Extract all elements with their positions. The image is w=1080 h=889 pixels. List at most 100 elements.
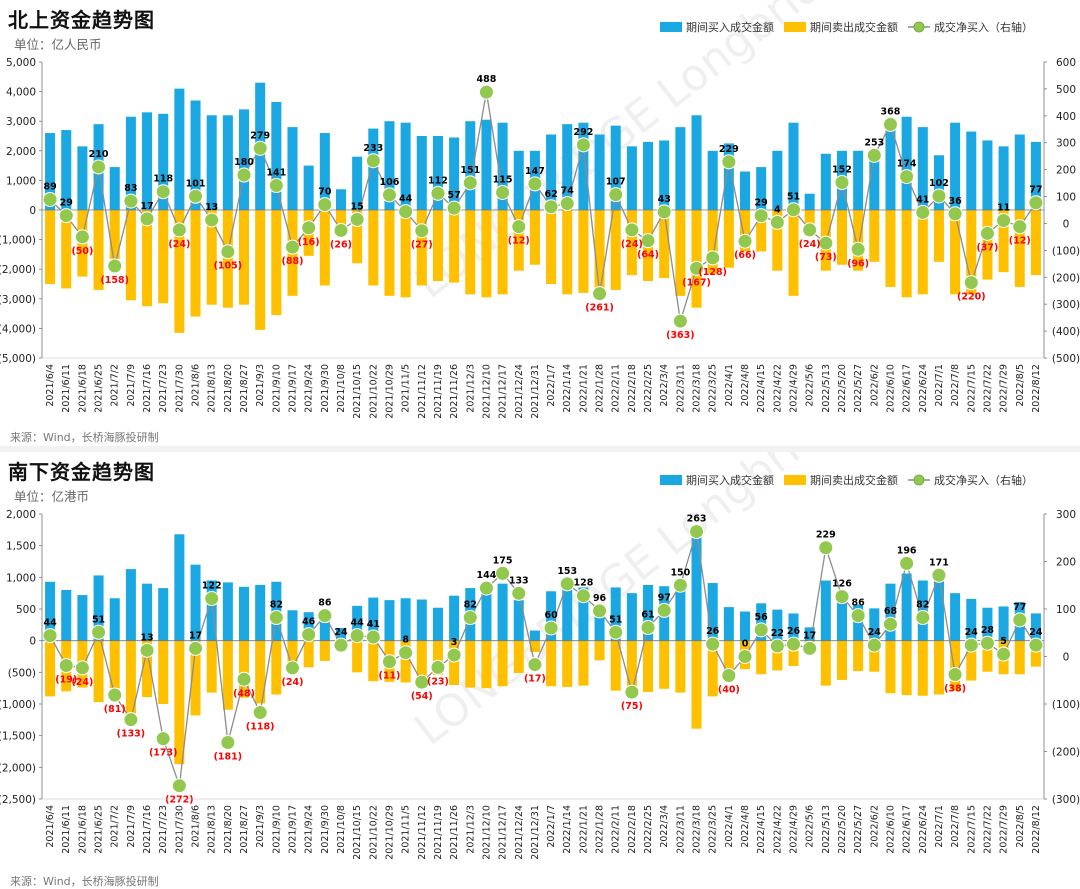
sell-bar — [626, 640, 637, 693]
net-data-label: (50) — [71, 246, 93, 257]
sell-bar — [529, 640, 540, 653]
net-data-label: 29 — [60, 198, 73, 209]
sell-bar — [432, 210, 443, 282]
net-point — [947, 206, 963, 222]
net-data-label: 51 — [787, 192, 800, 203]
net-point — [899, 555, 915, 571]
buy-bar — [723, 607, 734, 641]
y-left-tick-label: (2,000) — [0, 264, 36, 276]
legend-label: 期间卖出成交金额 — [810, 473, 898, 487]
sell-bar — [950, 640, 961, 691]
net-point — [705, 636, 721, 652]
net-point — [495, 565, 511, 581]
net-point — [818, 235, 834, 251]
buy-bar — [142, 583, 153, 641]
net-data-label: (26) — [330, 239, 352, 250]
net-data-label: 36 — [948, 196, 962, 207]
net-point — [91, 159, 107, 175]
net-data-label: 97 — [658, 592, 671, 603]
net-point — [236, 167, 252, 183]
buy-bar — [319, 615, 330, 641]
sell-bar — [271, 640, 282, 695]
y-right-tick-label: 400 — [1056, 111, 1076, 123]
sell-bar — [804, 210, 815, 225]
north-panel: 北上资金趋势图 单位：亿人民币 LONGBRIDGE LongbridgeRes… — [0, 0, 1080, 445]
net-point — [769, 214, 785, 230]
net-point — [204, 591, 220, 607]
x-tick-label: 2022/4/22 — [772, 805, 783, 854]
sell-bar — [836, 640, 847, 680]
net-data-label: (66) — [734, 250, 756, 261]
net-point — [1012, 612, 1028, 628]
buy-bar — [319, 133, 330, 210]
sell-bar — [142, 640, 153, 698]
net-data-label: 171 — [929, 557, 949, 568]
net-point — [381, 187, 397, 203]
x-tick-label: 2021/6/25 — [94, 364, 105, 413]
y-left-tick-label: 2,000 — [6, 146, 36, 158]
buy-bar — [982, 607, 993, 641]
sell-bar — [853, 210, 864, 271]
net-point — [333, 637, 349, 653]
net-point — [317, 197, 333, 213]
sell-bar — [610, 210, 621, 290]
buy-bar — [966, 598, 977, 641]
x-tick-label: 2022/1/28 — [595, 805, 606, 854]
x-tick-label: 2022/8/12 — [1031, 805, 1042, 854]
net-point — [850, 608, 866, 624]
net-point — [139, 642, 155, 658]
net-point — [899, 169, 915, 185]
buy-bar — [400, 598, 411, 641]
net-data-label: (19) — [55, 675, 77, 686]
sell-bar — [239, 640, 250, 698]
buy-bar — [691, 115, 702, 210]
x-tick-label: 2021/11/5 — [401, 805, 412, 854]
buy-bar — [174, 534, 185, 641]
net-data-label: 96 — [593, 593, 607, 604]
net-data-label: 17 — [189, 630, 202, 641]
net-point — [188, 640, 204, 656]
x-tick-label: 2022/7/1 — [934, 805, 945, 848]
net-data-label: (118) — [246, 722, 275, 733]
buy-bar — [206, 115, 217, 210]
net-point — [1012, 219, 1028, 235]
y-left-tick-label: 2,000 — [6, 509, 36, 521]
buy-bar — [190, 564, 201, 641]
buy-bar — [643, 584, 654, 641]
net-data-label: (75) — [621, 701, 643, 712]
x-tick-label: 2022/4/22 — [772, 364, 783, 413]
net-data-label: 263 — [687, 514, 707, 525]
buy-bar — [77, 595, 88, 641]
y-right-tick-label: (200) — [1052, 747, 1080, 759]
y-left-tick-label: (1,000) — [0, 699, 36, 711]
sell-bar — [707, 210, 718, 274]
sell-bar — [481, 210, 492, 298]
net-data-label: 144 — [477, 570, 497, 581]
buy-bar — [885, 122, 896, 210]
buy-bar — [723, 143, 734, 210]
net-data-label: 29 — [755, 198, 768, 209]
x-tick-label: 2022/7/22 — [982, 364, 993, 413]
buy-bar — [772, 150, 783, 210]
x-tick-label: 2021/12/10 — [481, 364, 492, 419]
net-data-label: 147 — [525, 166, 545, 177]
net-data-label: 253 — [864, 137, 884, 148]
sell-bar — [449, 210, 460, 283]
net-data-label: (81) — [104, 704, 126, 715]
sell-bar — [610, 640, 621, 691]
net-data-label: (24) — [621, 239, 643, 250]
y-right-tick-label: (100) — [1052, 245, 1080, 257]
buy-bar — [303, 165, 314, 210]
buy-bar — [933, 155, 944, 210]
x-tick-label: 2022/2/18 — [627, 364, 638, 413]
net-data-label: 56 — [755, 612, 769, 623]
x-tick-label: 2021/11/12 — [417, 364, 428, 419]
x-tick-label: 2022/1/7 — [546, 364, 557, 407]
net-data-label: 141 — [266, 168, 286, 179]
buy-bar — [513, 600, 524, 641]
buy-bar — [707, 150, 718, 210]
buy-bar — [109, 598, 120, 641]
legend-swatch-sell — [784, 22, 806, 32]
net-data-label: 107 — [606, 177, 626, 188]
sell-bar — [788, 640, 799, 666]
